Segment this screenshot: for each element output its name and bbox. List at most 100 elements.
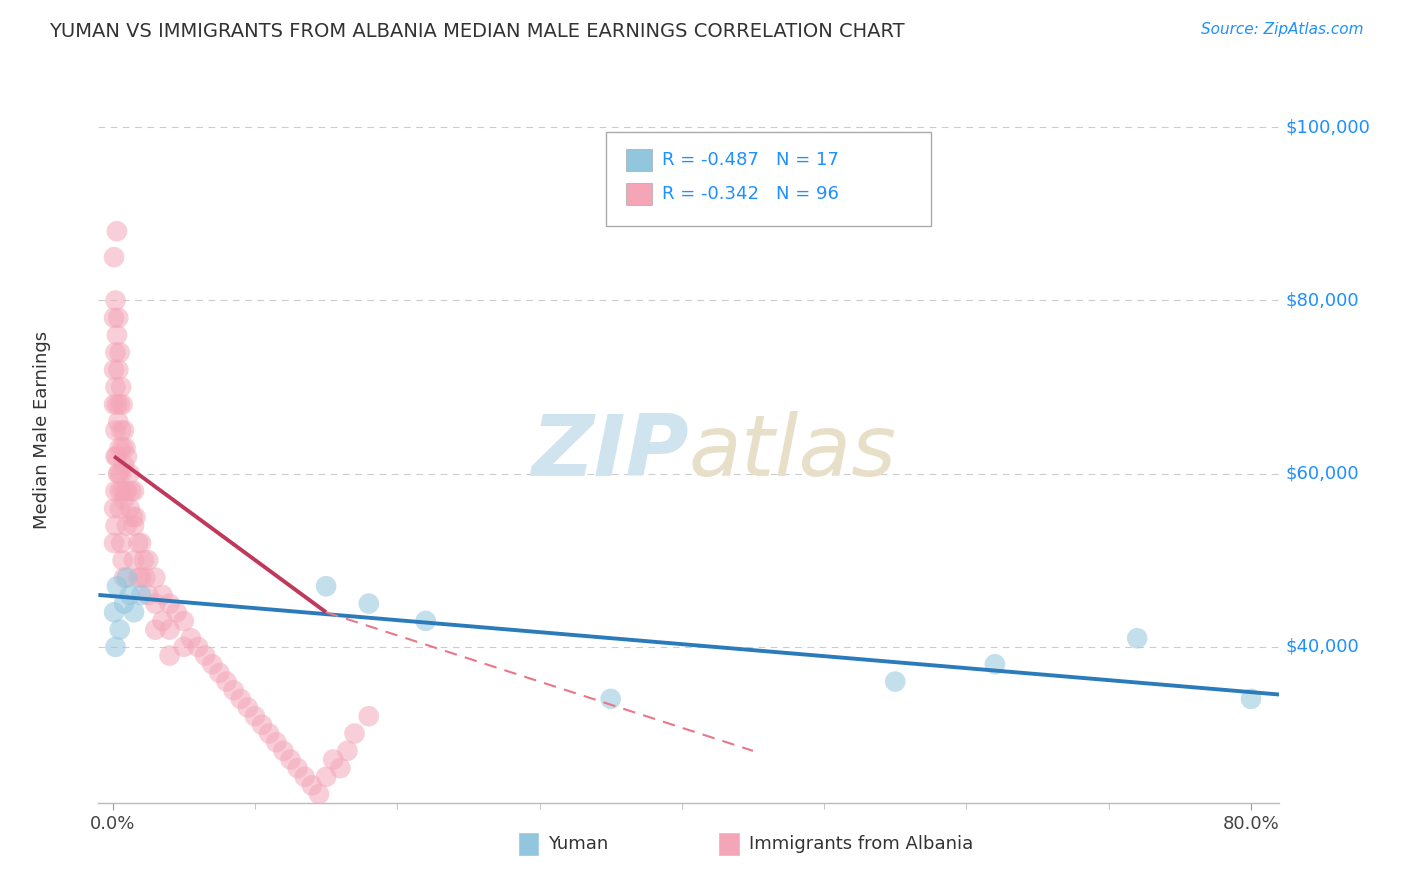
Text: YUMAN VS IMMIGRANTS FROM ALBANIA MEDIAN MALE EARNINGS CORRELATION CHART: YUMAN VS IMMIGRANTS FROM ALBANIA MEDIAN … [49, 22, 905, 41]
Point [301, 779, 323, 793]
Point [208, 665, 231, 680]
Point [243, 709, 266, 723]
Point [132, 553, 155, 567]
Point [108, 623, 131, 637]
Text: Yuman: Yuman [548, 835, 609, 853]
Point [104, 424, 127, 438]
Point [120, 483, 142, 498]
Point [114, 441, 136, 455]
Point [110, 467, 132, 481]
Point [107, 310, 129, 325]
Text: atlas: atlas [689, 411, 897, 494]
Point [315, 579, 337, 593]
Point [129, 536, 152, 550]
Point [103, 501, 125, 516]
Point [103, 605, 125, 619]
Point [308, 787, 330, 801]
Point [122, 483, 145, 498]
Point [166, 605, 188, 619]
Point [105, 224, 128, 238]
Point [108, 345, 131, 359]
Point [104, 293, 127, 308]
Point [124, 510, 146, 524]
Point [1126, 632, 1149, 646]
Point [115, 571, 138, 585]
Point [104, 518, 127, 533]
Point [118, 588, 141, 602]
Point [111, 483, 134, 498]
Point [105, 579, 128, 593]
Point [108, 441, 131, 455]
Point [105, 328, 128, 343]
Point [112, 458, 135, 472]
Point [143, 571, 166, 585]
Point [111, 397, 134, 411]
Point [1240, 691, 1263, 706]
Point [194, 648, 217, 663]
Point [103, 536, 125, 550]
Point [115, 518, 138, 533]
Text: R = -0.487: R = -0.487 [662, 151, 759, 169]
Point [107, 415, 129, 429]
Point [136, 588, 159, 602]
Text: R = -0.342: R = -0.342 [662, 186, 759, 203]
Point [599, 691, 621, 706]
Point [159, 648, 181, 663]
Point [104, 640, 127, 654]
Point [104, 450, 127, 464]
FancyBboxPatch shape [626, 149, 652, 171]
Point [103, 310, 125, 325]
Point [108, 397, 131, 411]
Point [215, 674, 238, 689]
Point [357, 597, 380, 611]
Point [315, 770, 337, 784]
Point [187, 640, 209, 654]
Point [108, 501, 131, 516]
Point [104, 380, 127, 394]
Point [112, 597, 135, 611]
Point [115, 450, 138, 464]
Point [118, 501, 141, 516]
Point [110, 380, 132, 394]
Point [236, 700, 259, 714]
Point [322, 752, 344, 766]
Point [112, 492, 135, 507]
Point [103, 250, 125, 264]
Point [180, 632, 202, 646]
Point [294, 770, 316, 784]
Point [110, 536, 132, 550]
Point [152, 614, 174, 628]
Point [105, 450, 128, 464]
Point [357, 709, 380, 723]
Point [136, 553, 159, 567]
Point [273, 744, 295, 758]
Point [114, 483, 136, 498]
Point [984, 657, 1007, 672]
Point [103, 397, 125, 411]
Point [112, 424, 135, 438]
Point [104, 483, 127, 498]
Point [107, 467, 129, 481]
Point [111, 553, 134, 567]
Text: Source: ZipAtlas.com: Source: ZipAtlas.com [1201, 22, 1364, 37]
Text: $100,000: $100,000 [1285, 119, 1371, 136]
Point [222, 683, 245, 698]
Point [103, 363, 125, 377]
Point [129, 571, 152, 585]
Point [107, 467, 129, 481]
Point [287, 761, 309, 775]
Point [104, 345, 127, 359]
Point [105, 397, 128, 411]
Point [143, 623, 166, 637]
Point [127, 571, 149, 585]
Point [159, 623, 181, 637]
FancyBboxPatch shape [626, 183, 652, 205]
Point [201, 657, 224, 672]
Text: ZIP: ZIP [531, 411, 689, 494]
Point [127, 536, 149, 550]
Point [115, 483, 138, 498]
Point [173, 640, 195, 654]
Text: Median Male Earnings: Median Male Earnings [32, 331, 51, 530]
Point [336, 744, 359, 758]
Text: N = 96: N = 96 [776, 186, 839, 203]
